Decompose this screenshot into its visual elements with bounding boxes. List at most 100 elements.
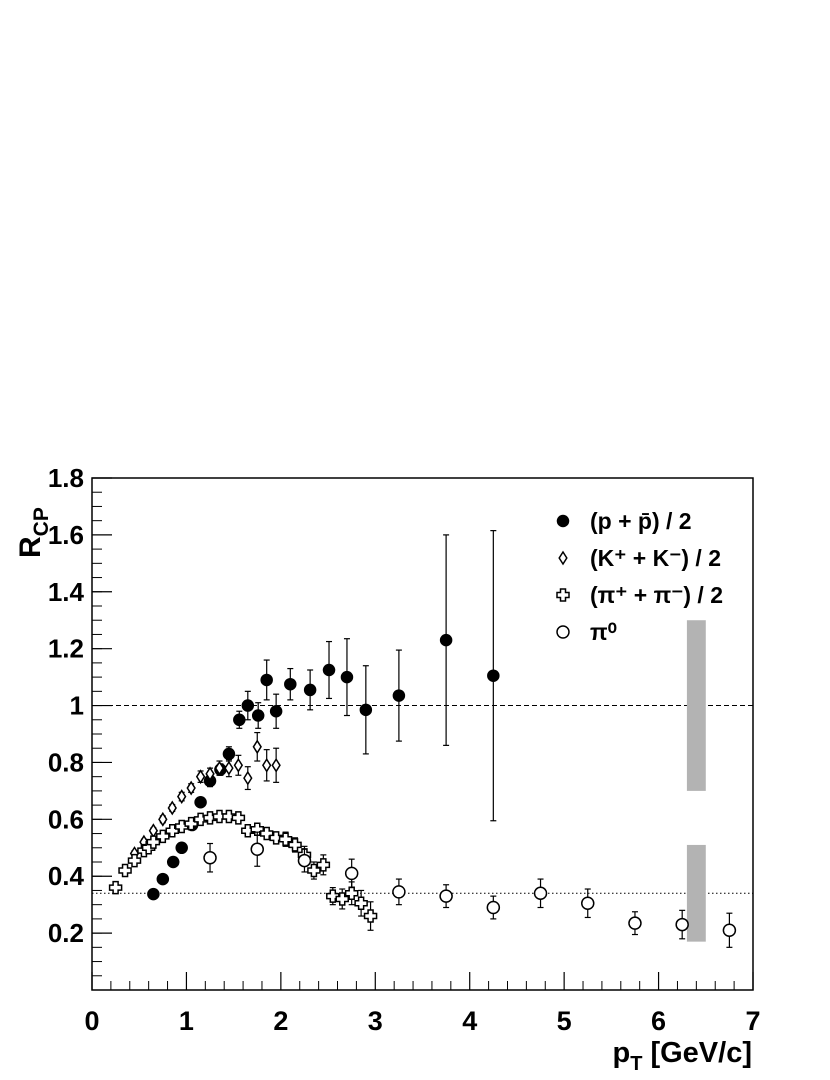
marker [359,703,373,717]
y-tick-label: 0.8 [48,747,84,777]
marker [628,916,642,930]
marker [439,633,453,647]
marker [214,760,225,776]
marker [344,866,359,881]
marker [148,823,159,839]
marker [222,747,236,761]
legend-marker [558,550,568,566]
x-tick-label: 2 [273,1006,288,1036]
marker [269,831,283,845]
legend-label: π⁰ [590,619,617,645]
y-tick-label: 0.6 [48,804,84,834]
marker [335,892,349,906]
x-axis-label-main: p [612,1037,630,1069]
marker [224,760,234,776]
y-tick-label: 0.2 [48,918,84,948]
x-tick-label: 7 [745,1006,760,1036]
marker [675,917,689,932]
marker [194,796,207,809]
x-tick-label: 4 [462,1006,477,1036]
marker [439,889,453,903]
marker [147,887,160,901]
marker [175,841,188,855]
marker [241,699,255,712]
marker [269,704,283,718]
marker [195,769,206,785]
marker [127,853,142,868]
marker [260,673,273,687]
marker [392,885,406,899]
marker [241,823,255,838]
x-tick-label: 0 [84,1006,99,1036]
marker [278,832,293,846]
legend-marker [556,588,570,602]
marker [231,811,246,825]
marker [212,809,227,824]
y-tick-label: 0.4 [48,861,85,891]
marker [222,809,236,824]
marker [156,829,170,844]
marker [184,816,198,831]
marker [166,855,180,869]
legend-marker [556,514,570,528]
marker [486,900,501,915]
marker [250,842,264,856]
marker [203,850,217,865]
legend-marker [556,625,570,639]
marker [243,770,253,786]
marker [174,819,189,834]
x-tick-label: 6 [651,1006,666,1036]
marker [722,923,737,938]
marker [251,709,265,722]
marker [533,886,548,901]
marker [307,863,321,878]
y-tick-label: 1.6 [48,520,84,550]
x-tick-label: 3 [368,1006,383,1036]
x-axis-label: pT [GeV/c] [612,1037,752,1075]
marker [165,823,180,838]
marker [233,713,246,727]
marker [284,677,297,691]
marker [363,909,378,923]
y-tick-label: 1 [70,691,84,721]
marker [156,872,170,886]
marker [259,826,274,841]
y-axis-label-sub: CP [30,507,53,536]
x-axis-label-rest: [GeV/c] [642,1037,752,1069]
legend-label: (K⁺ + K⁻) / 2 [590,545,721,571]
y-tick-label: 1.2 [48,634,84,664]
marker [297,853,312,868]
legend-label: (p + p̄) / 2 [590,508,692,534]
legend-label: (π⁺ + π⁻) / 2 [590,582,723,608]
y-axis-label: RCP [14,507,53,558]
marker [322,663,336,677]
marker [354,896,368,910]
marker [167,800,177,816]
marker [326,889,340,903]
systematic-band [686,620,706,791]
x-tick-label: 1 [179,1006,194,1036]
marker [340,670,354,684]
marker [158,811,168,827]
marker [288,838,302,852]
marker [233,757,244,773]
y-tick-label: 1.4 [48,577,85,607]
marker [487,669,500,682]
marker [262,757,272,773]
marker [108,880,123,895]
marker [303,683,317,697]
marker [392,689,406,702]
marker [193,812,208,827]
marker [271,757,281,773]
marker [344,886,359,901]
marker [252,739,262,755]
marker [177,789,187,804]
y-axis-label-main: R [14,536,47,558]
marker [186,780,196,796]
x-tick-label: 5 [557,1006,572,1036]
marker [118,863,132,878]
marker [581,896,595,910]
marker [250,822,264,837]
